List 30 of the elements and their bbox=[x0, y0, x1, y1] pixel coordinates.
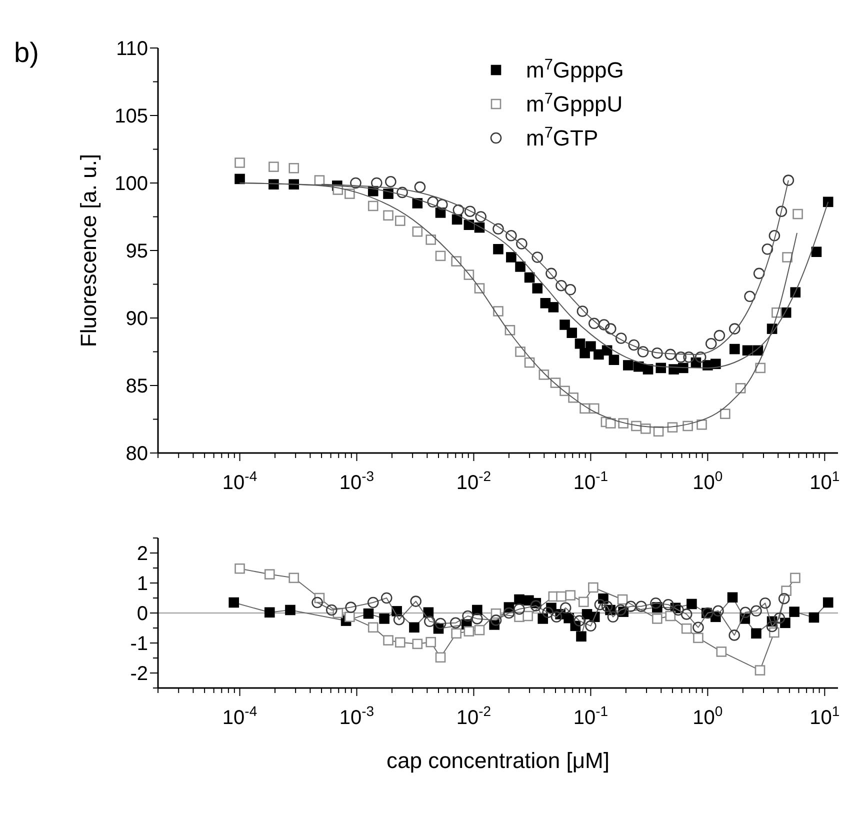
y-tick-label: 2 bbox=[136, 543, 148, 565]
x-axis-title: cap concentration [μM] bbox=[386, 748, 610, 773]
legend-label: m$^{7}$GpppU bbox=[526, 90, 623, 117]
y-tick-label: 80 bbox=[126, 443, 148, 465]
y-tick-label: 100 bbox=[114, 173, 148, 195]
x-tick-label: 10$^{-1}$ bbox=[573, 703, 608, 729]
x-tick-label: 10$^{1}$ bbox=[810, 703, 840, 729]
x-tick-label: 10$^{-4}$ bbox=[222, 703, 258, 729]
y-axis-title: Fluorescence [a. u.] bbox=[76, 154, 101, 348]
text: b) bbox=[14, 37, 39, 68]
legend-label: m$^{7}$GpppG bbox=[526, 56, 624, 83]
y-tick-label: 95 bbox=[126, 240, 148, 262]
x-tick-label: 10$^{-3}$ bbox=[339, 703, 374, 729]
x-tick-label: 10$^{-2}$ bbox=[456, 468, 492, 494]
x-tick-label: 10$^{-3}$ bbox=[339, 468, 374, 494]
y-tick-label: 85 bbox=[126, 376, 148, 398]
x-tick-label: 10$^{1}$ bbox=[810, 468, 840, 494]
y-tick-label: 1 bbox=[136, 573, 148, 595]
x-tick-label: 10$^{-4}$ bbox=[222, 468, 258, 494]
y-tick-label: 90 bbox=[126, 308, 148, 330]
x-tick-label: 10$^{-1}$ bbox=[573, 468, 608, 494]
x-tick-label: 10$^{0}$ bbox=[692, 468, 723, 494]
x-tick-label: 10$^{0}$ bbox=[692, 703, 723, 729]
y-tick-label: 0 bbox=[136, 603, 148, 625]
y-tick-label: -1 bbox=[130, 633, 148, 655]
x-tick-label: 10$^{-2}$ bbox=[456, 703, 492, 729]
y-tick-label: 110 bbox=[116, 38, 148, 60]
legend-label: m$^{7}$GTP bbox=[526, 124, 598, 151]
y-tick-label: 105 bbox=[114, 106, 148, 128]
y-tick-label: -2 bbox=[130, 663, 148, 685]
